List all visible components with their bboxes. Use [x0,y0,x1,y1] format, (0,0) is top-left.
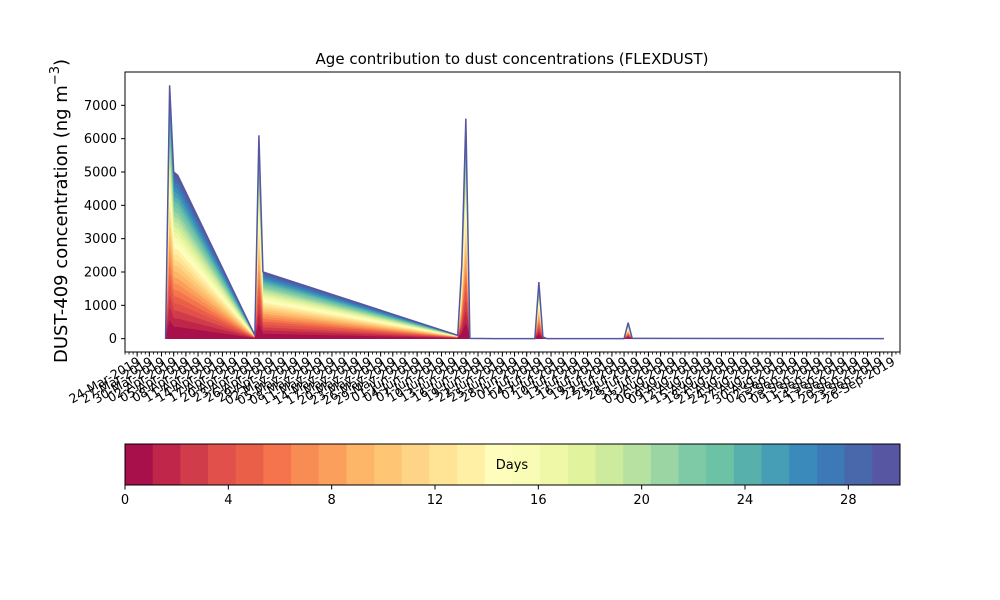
colorbar-cell [706,444,735,485]
colorbar-cell [678,444,707,485]
colorbar-cell [457,444,486,485]
total-concentration-line [164,85,884,340]
y-axis: 0 1000 2000 3000 4000 5000 6000 7000 [84,99,125,347]
y-tick-label: 2000 [84,266,117,281]
colorbar-tick-label: 8 [328,493,336,508]
colorbar-cell [789,444,818,485]
colorbar-cell [484,444,513,485]
x-axis: 24-Mar-201927-Mar-201930-Mar-201902-Apr-… [66,352,901,408]
colorbar-cell [540,444,569,485]
colorbar-tick-label: 0 [121,493,129,508]
colorbar-cell [125,444,154,485]
colorbar-cell [180,444,209,485]
colorbar-cell [346,444,375,485]
colorbar-tick-label: 20 [633,493,650,508]
y-tick-label: 4000 [84,199,117,214]
colorbar-cell [401,444,430,485]
chart-title: Age contribution to dust concentrations … [316,50,709,68]
plot-area: 0 1000 2000 3000 4000 5000 6000 7000 24-Mar-201… [66,71,901,408]
colorbar-cell [872,444,901,485]
colorbar-cell [733,444,763,485]
colorbar-tick-label: 16 [530,493,547,508]
y-tick-label: 7000 [84,99,117,114]
axes-frame [124,71,901,353]
colorbar-frame [124,443,901,486]
colorbar-cell [318,444,347,485]
area-layers [164,85,884,340]
colorbar-cell [235,444,264,485]
colorbar-cells [125,444,901,485]
colorbar-cell [374,444,403,485]
colorbar-cell [595,444,624,485]
colorbar: Days 0 4 8 12 16 20 24 28 [121,443,901,508]
colorbar-cell [567,444,597,485]
y-axis-label: DUST-409 concentration (ng m−3) [48,59,72,363]
colorbar-cell [291,444,320,485]
y-tick-label: 3000 [84,232,117,247]
y-tick-label: 1000 [84,299,117,314]
colorbar-tick-label: 12 [427,493,444,508]
colorbar-cell [816,444,846,485]
colorbar-ticks: 0 4 8 12 16 20 24 28 [121,485,857,508]
colorbar-cell [152,444,181,485]
colorbar-cell [650,444,680,485]
colorbar-cell [512,444,541,485]
colorbar-cell [429,444,458,485]
colorbar-cell [263,444,292,485]
y-axis-label-exponent: −3 [48,66,63,85]
colorbar-cell [623,444,652,485]
y-tick-label: 0 [109,332,117,347]
y-tick-label: 5000 [84,166,117,181]
y-tick-label: 6000 [84,132,117,147]
colorbar-tick-label: 28 [840,493,857,508]
y-axis-label-text: DUST-409 concentration (ng m [51,85,72,363]
colorbar-tick-label: 24 [737,493,754,508]
colorbar-cell [761,444,790,485]
colorbar-cell [208,444,237,485]
y-axis-label-close: ) [51,59,72,66]
colorbar-cell [844,444,873,485]
colorbar-label: Days [496,458,529,473]
colorbar-tick-label: 4 [224,493,232,508]
